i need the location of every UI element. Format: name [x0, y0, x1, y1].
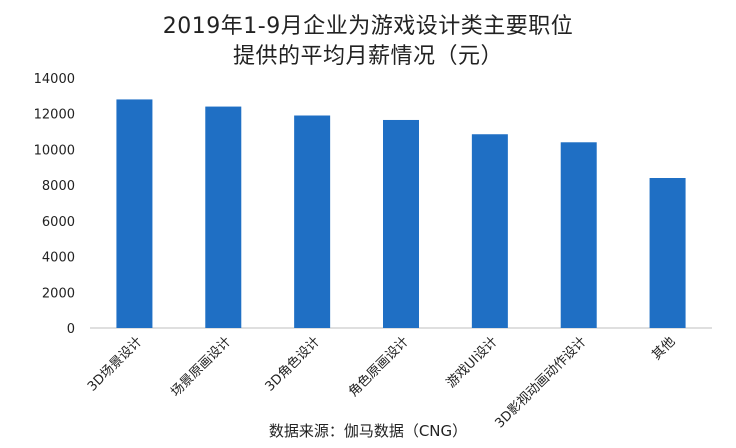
chart-title-line-1: 2019年1-9月企业为游戏设计类主要职位 [162, 14, 574, 39]
x-category-label: 角色原画设计 [345, 334, 411, 400]
y-tick-label: 10000 [34, 143, 75, 158]
bar-4 [383, 119, 419, 328]
y-tick-label: 12000 [34, 108, 75, 123]
bar-6 [560, 142, 597, 328]
bar-3 [294, 115, 331, 328]
y-tick-label: 4000 [42, 251, 75, 266]
x-category-label: 其他 [649, 334, 678, 363]
x-category-label: 3D角色设计 [262, 334, 323, 395]
y-tick-label: 6000 [42, 215, 75, 230]
bar-7 [649, 178, 686, 328]
y-tick-label: 14000 [34, 72, 75, 87]
bar-5 [471, 134, 508, 328]
y-tick-label: 0 [67, 322, 75, 337]
bar-2 [205, 106, 242, 328]
y-tick-label: 8000 [42, 179, 75, 194]
x-category-label: 3D场景设计 [85, 334, 145, 394]
x-category-label: 场景原画设计 [168, 334, 234, 400]
source-note: 数据来源：伽马数据（CNG） [268, 422, 468, 440]
chart-title-line-2: 提供的平均月薪情况（元） [232, 44, 503, 69]
x-category-label: 3D影视动画动作设计 [492, 334, 589, 431]
y-tick-label: 2000 [42, 286, 75, 301]
x-category-label: 游戏UI设计 [444, 334, 501, 391]
bar-1 [116, 99, 153, 328]
